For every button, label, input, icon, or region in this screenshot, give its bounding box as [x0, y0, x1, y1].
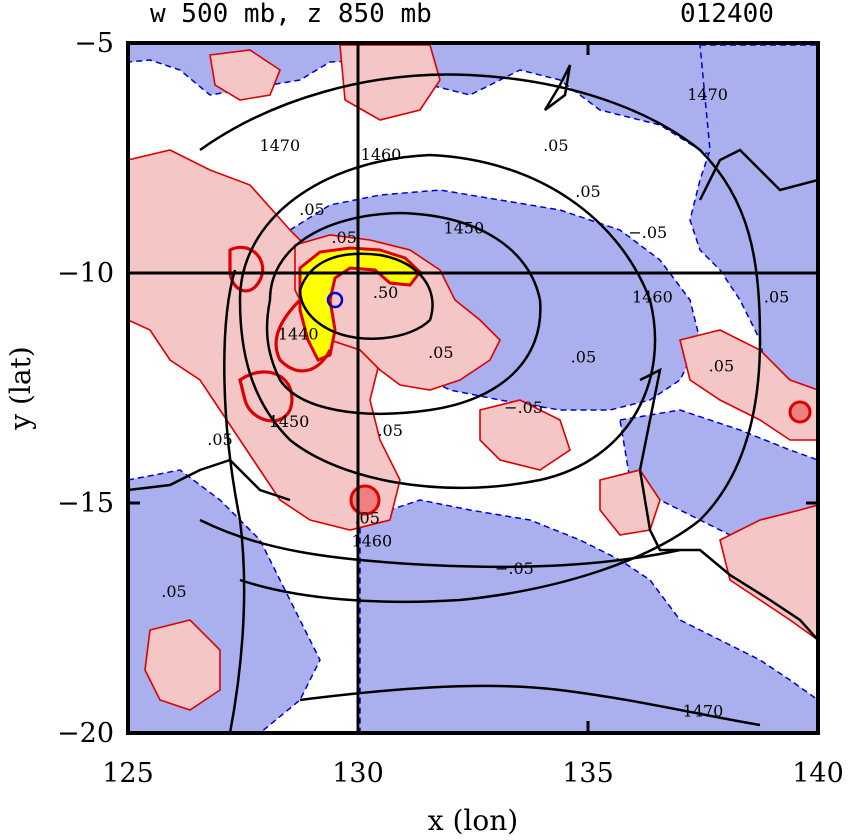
- height-contour-label: 1440: [278, 324, 319, 343]
- crosshair: [128, 43, 818, 733]
- strong-positive-east: [788, 400, 812, 424]
- positive-region-south-center: [479, 399, 571, 471]
- height-contour-sw: [128, 458, 291, 502]
- positive-region-north-small: [209, 49, 281, 101]
- height-contour-label: 1460: [351, 531, 392, 550]
- x-tick-label: 135: [562, 758, 614, 789]
- x-tick-label: 140: [792, 758, 844, 789]
- height-contour-west-arc: [223, 269, 246, 733]
- positive-w-regions: [128, 44, 818, 711]
- w-contour-label: −.05: [628, 223, 667, 242]
- y-tick-label: −20: [57, 718, 114, 749]
- w-contour-label: .05: [764, 288, 789, 307]
- height-contour-east-jag: [638, 367, 818, 641]
- plot-frame: [126, 41, 820, 735]
- negative-core-dot: [326, 291, 344, 309]
- w-contour-label: .05: [331, 228, 356, 247]
- y-tick-label: −5: [74, 28, 114, 59]
- w-contour-label: .05: [709, 357, 734, 376]
- chart-timestamp: 012400: [680, 0, 774, 29]
- x-tick-labels: 125 130 135 140: [102, 758, 844, 789]
- w-contour-label: .05: [571, 347, 596, 366]
- w-contour-label: .05: [575, 182, 600, 201]
- w-contour-label: −.05: [495, 559, 534, 578]
- chart-title: w 500 mb, z 850 mb: [150, 0, 432, 29]
- w-contour-label: .05: [543, 136, 568, 155]
- strong-line-curve: [274, 298, 332, 373]
- y-tick-labels: −5 −10 −15 −20: [57, 28, 114, 749]
- strong-w-core: [298, 246, 812, 516]
- height-contour-label: 1470: [687, 85, 728, 104]
- positive-region-east: [679, 329, 818, 441]
- w-contour-label: .05: [161, 582, 186, 601]
- y-tick-label: −15: [57, 488, 114, 519]
- strong-line-sw: [238, 370, 294, 423]
- height-contour-label: 1470: [683, 702, 724, 721]
- axis-ticks: [126, 41, 820, 735]
- height-contours: [128, 64, 818, 733]
- height-contour-label: 1460: [361, 145, 402, 164]
- positive-region-west: [128, 149, 401, 531]
- height-labels: 1450 1460 1460 1460 1470 1470 1470 1450 1440: [259, 85, 728, 721]
- y-axis-label: y (lat): [4, 346, 37, 430]
- height-contour-1460-south: [199, 518, 681, 569]
- height-contour-1450: [265, 211, 542, 415]
- plot-area: 1450 1460 1460 1460 1470 1470 1470 1450 1440 .05…: [128, 43, 818, 733]
- height-contour-label: 1450: [269, 412, 310, 431]
- negative-region-south: [359, 499, 818, 733]
- w-contour-label: .05: [428, 343, 453, 362]
- height-contour-diamond: [543, 64, 572, 111]
- x-tick-label: 125: [102, 758, 154, 789]
- negative-region-northeast: [689, 44, 818, 421]
- y-tick-label: −10: [57, 258, 114, 289]
- w-contour-label: .05: [299, 200, 324, 219]
- height-contour-1440: [298, 252, 434, 340]
- x-axis-label: x (lon): [428, 804, 518, 837]
- height-contour-label: 1470: [259, 136, 300, 155]
- x-tick-label: 130: [332, 758, 384, 789]
- height-contour-1470: [199, 73, 762, 604]
- w-contour-label: .05: [377, 421, 402, 440]
- height-contour-ne-jag: [698, 148, 818, 201]
- w-labels: .05 .05 .05 .05 −.05 .05 .05 .05 .05 −.05 .05 .05 .0…: [161, 136, 789, 601]
- w-contour-label: .50: [373, 283, 398, 302]
- positive-region-southeast: [719, 504, 818, 641]
- height-contour-label: 1460: [632, 288, 673, 307]
- w-contour-label: .05: [207, 430, 232, 449]
- strong-core-fill: [298, 246, 423, 362]
- w-contour-label: −.05: [504, 398, 543, 417]
- height-contour-1470-south: [299, 684, 761, 727]
- positive-region-southwest: [144, 619, 221, 711]
- height-contour-label: 1450: [443, 219, 484, 238]
- w-contour-label: .05: [354, 508, 379, 527]
